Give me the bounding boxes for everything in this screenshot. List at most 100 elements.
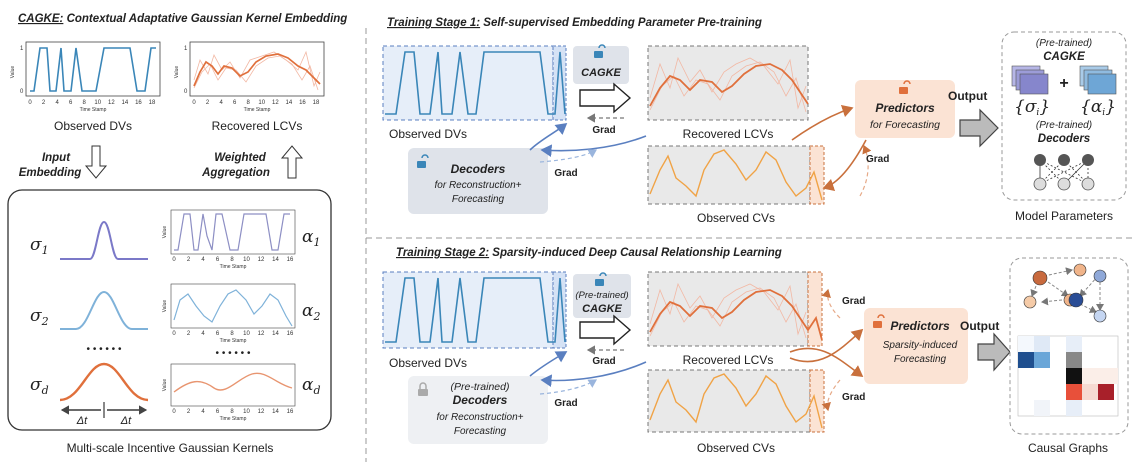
- stage1-cagke-box: [573, 46, 629, 84]
- xtick-label: 4: [201, 409, 205, 415]
- stage1-output-arrow-icon: [959, 108, 999, 148]
- xtick-label: 0: [172, 257, 176, 263]
- xtick-label: 6: [69, 100, 73, 106]
- stage2-output-label: Output: [960, 319, 999, 333]
- stage1-predictor-arrow-2: [822, 139, 867, 192]
- cagke-panel: CAGKE: Contextual Adaptative Gaussian Ke…: [7, 13, 347, 455]
- xtick-label: 0: [172, 331, 176, 337]
- cagke-title-prefix: CAGKE:: [18, 13, 64, 25]
- stage2-decoder-grad: [539, 379, 598, 395]
- xtick-label: 14: [286, 100, 293, 106]
- xtick-label: 2: [187, 331, 191, 337]
- xtick-label: 6: [216, 257, 220, 263]
- plus-sign: +: [1059, 75, 1068, 92]
- xtick-label: 10: [243, 257, 250, 263]
- xtick-label: 4: [201, 331, 205, 337]
- xtick-label: 14: [122, 100, 129, 106]
- xtick-label: 16: [287, 331, 294, 337]
- xtick-label: 12: [258, 409, 265, 415]
- stage1-predictors-box: [855, 80, 955, 138]
- stage1-decoders-label: Decoders: [451, 162, 506, 176]
- lock-icon: [418, 382, 428, 396]
- weighted-aggregation-label: Weighted: [214, 152, 267, 164]
- kernels-caption: Multi-scale Incentive Gaussian Kernels: [67, 441, 274, 455]
- x-axis-label: Time Stamp: [80, 107, 107, 113]
- xtick-label: 14: [272, 409, 279, 415]
- ytick: 1: [184, 46, 188, 52]
- xtick-label: 0: [192, 100, 196, 106]
- stage2-dvs-line: [385, 277, 566, 343]
- causal-graph-icon: [1023, 263, 1107, 323]
- x-axis-label: Time Stamp: [220, 416, 247, 422]
- xtick-label: 8: [230, 409, 234, 415]
- stage2-predictors-box: [864, 308, 968, 384]
- xtick-label: 12: [108, 100, 115, 106]
- stage1-cvs-line: [649, 149, 823, 201]
- sigma-d-label: σd: [30, 375, 49, 397]
- xtick-label: 0: [28, 100, 32, 106]
- stage1-predictors-sub: for Forecasting: [870, 119, 940, 131]
- stage2-cvs-line: [649, 373, 823, 429]
- delta-t-label: Δt: [120, 415, 132, 427]
- stage-2-title: Training Stage 2: Sparsity-induced Deep …: [396, 247, 782, 259]
- xtick-label: 16: [287, 409, 294, 415]
- stage2-cross-arrow-2: [789, 347, 864, 377]
- unlock-icon: [595, 272, 607, 286]
- y-axis-label: Value: [162, 226, 168, 239]
- unlock-icon: [873, 314, 885, 328]
- params-pretrained2-label: (Pre-trained): [1036, 120, 1092, 131]
- stage1-recovered-lcvs-caption: Recovered LCVs: [683, 127, 774, 141]
- alpha-2-plot: Value 0 2 4 6 8 10 12 14 16 Time Stamp: [162, 283, 296, 344]
- stage2-observed-dvs-caption: Observed DVs: [389, 356, 467, 370]
- stage2-decoders-label: Decoders: [453, 393, 508, 407]
- stage1-observed-dvs-caption: Observed DVs: [389, 127, 467, 141]
- unlock-icon: [899, 80, 911, 94]
- observed-dvs-plot: 1 0 Value 0 2 4 6 8 10 12 14 16 18 Time Stamp Obs…: [10, 41, 161, 133]
- stage1-predictors-label: Predictors: [875, 101, 935, 115]
- stage1-observed-cvs-caption: Observed CVs: [697, 211, 775, 225]
- stage1-lcvs-line: [649, 63, 809, 107]
- recovered-lcvs-plot: 1 0 Value 0 2 4 6 8 10 12 14 16 18 Time Stamp Rec…: [174, 41, 325, 133]
- xtick-label: 8: [247, 100, 251, 106]
- stage2-decoders-box: [408, 376, 548, 444]
- neural-network-icon: [1033, 154, 1095, 191]
- stage1-big-arrow-icon: [579, 82, 632, 114]
- stage2-grad-up-label: Grad: [842, 296, 865, 307]
- stage2-cagke-box: [573, 274, 631, 318]
- causal-matrix: [1017, 335, 1119, 417]
- stage1-cagke-label: CAGKE: [581, 67, 621, 79]
- stage1-predictor-arrow: [791, 104, 854, 141]
- xtick-label: 10: [258, 100, 265, 106]
- stage2-decoder-arrow: [540, 361, 647, 388]
- xtick-label: 12: [258, 257, 265, 263]
- xtick-label: 4: [201, 257, 205, 263]
- xtick-label: 8: [230, 257, 234, 263]
- stage2-decoders-pre-label: (Pre-trained): [451, 381, 510, 393]
- unlock-icon: [417, 154, 429, 168]
- xtick-label: 2: [187, 257, 191, 263]
- sigma-2-label: σ2: [30, 306, 49, 328]
- alpha-2-label: α2: [302, 301, 320, 323]
- xtick-label: 4: [55, 100, 59, 106]
- weighted-aggregation-label: Aggregation: [201, 167, 270, 179]
- stage1-decoders-sub: for Reconstruction+: [435, 180, 522, 191]
- stage2-predictor-grad-up: [821, 288, 841, 319]
- stage2-output-arrow-icon: [977, 332, 1011, 372]
- stage1-decoder-arrow-2: [529, 123, 568, 151]
- alpha-d-label: αd: [302, 375, 321, 397]
- stage1-decoder-grad: [539, 149, 598, 163]
- xtick-label: 6: [233, 100, 237, 106]
- sigma-set-label: {σi}: [1014, 97, 1050, 118]
- ytick: 0: [20, 89, 24, 95]
- x-axis-label: Time Stamp: [220, 264, 247, 270]
- stage1-decoders-sub: Forecasting: [452, 194, 505, 205]
- cagke-title-rest: Contextual Adaptative Gaussian Kernel Em…: [63, 13, 347, 25]
- xtick-label: 2: [187, 409, 191, 415]
- y-axis-label: Value: [162, 300, 168, 313]
- xtick-label: 2: [206, 100, 210, 106]
- stage2-predictors-label: Predictors: [890, 319, 950, 333]
- xtick-label: 4: [219, 100, 223, 106]
- stage2-big-arrow-icon: [579, 314, 632, 346]
- x-axis-label: Time Stamp: [244, 107, 271, 113]
- causal-graphs: Causal Graphs: [1009, 257, 1129, 455]
